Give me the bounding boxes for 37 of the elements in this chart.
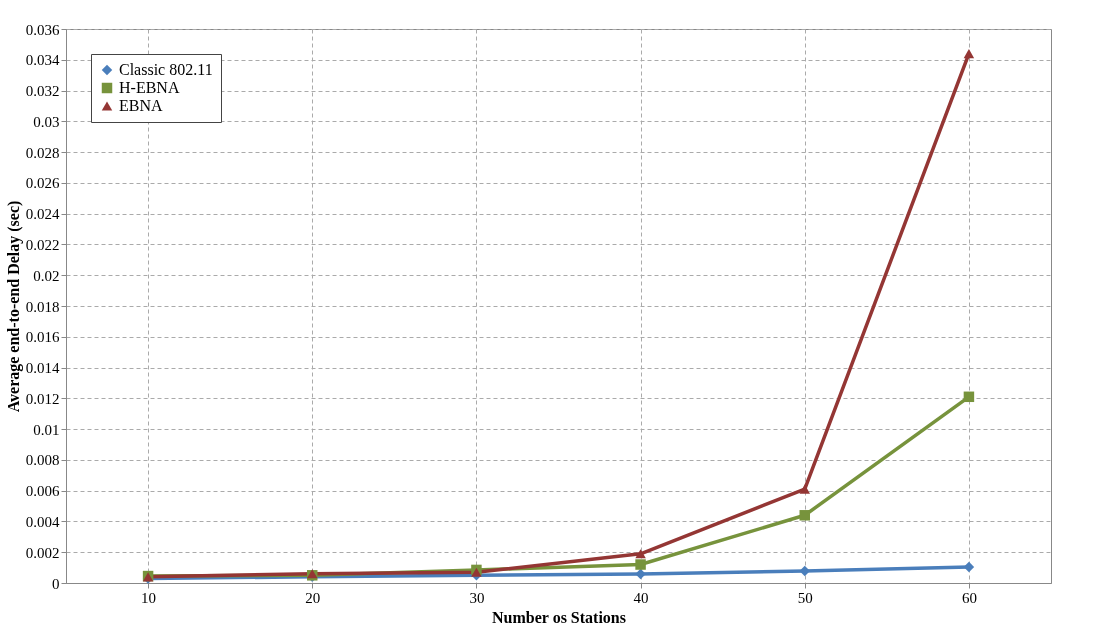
y-tick-label: 0.032: [25, 83, 60, 100]
y-tick-label: 0.034: [25, 52, 60, 69]
y-tick-label: 0.018: [25, 298, 60, 315]
x-tick-label: 30: [469, 589, 485, 606]
point: [635, 559, 646, 570]
legend-label: Classic 802.11: [119, 61, 213, 78]
y-tick-label: 0.014: [25, 360, 60, 377]
y-tick-label: 0.006: [25, 483, 60, 500]
y-tick-label: 0.012: [25, 390, 60, 407]
y-tick-label: 0.004: [25, 513, 60, 530]
y-tick-label: 0.002: [25, 544, 60, 561]
legend-label: EBNA: [119, 97, 163, 114]
point: [635, 549, 646, 559]
y-tick-label: 0.02: [33, 267, 60, 284]
x-tick-label: 10: [141, 589, 157, 606]
x-axis-title: Number os Stations: [492, 608, 626, 626]
point: [799, 484, 810, 494]
legend-label: H-EBNA: [119, 79, 180, 96]
point: [963, 49, 975, 59]
x-tick-label: 40: [633, 589, 649, 606]
y-tick-label: 0.03: [33, 113, 60, 130]
y-tick-label: 0.01: [33, 421, 60, 438]
y-tick-label: 0.022: [25, 236, 60, 253]
x-tick-label: 60: [961, 589, 977, 606]
y-tick-label: 0.028: [25, 144, 60, 161]
x-tick-label: 50: [797, 589, 813, 606]
point: [799, 565, 810, 577]
y-tick-label: 0: [52, 575, 60, 592]
point: [963, 391, 975, 403]
x-tick-label: 20: [305, 589, 321, 606]
y-tick-label: 0.024: [25, 206, 60, 223]
y-tick-label: 0.008: [25, 452, 60, 469]
y-tick-label: 0.026: [25, 175, 60, 192]
point: [799, 510, 810, 521]
y-tick-label: 0.016: [25, 329, 60, 346]
y-axis-title: Average end-to-end Delay (sec): [4, 200, 23, 413]
y-tick-label: 0.036: [25, 21, 60, 38]
